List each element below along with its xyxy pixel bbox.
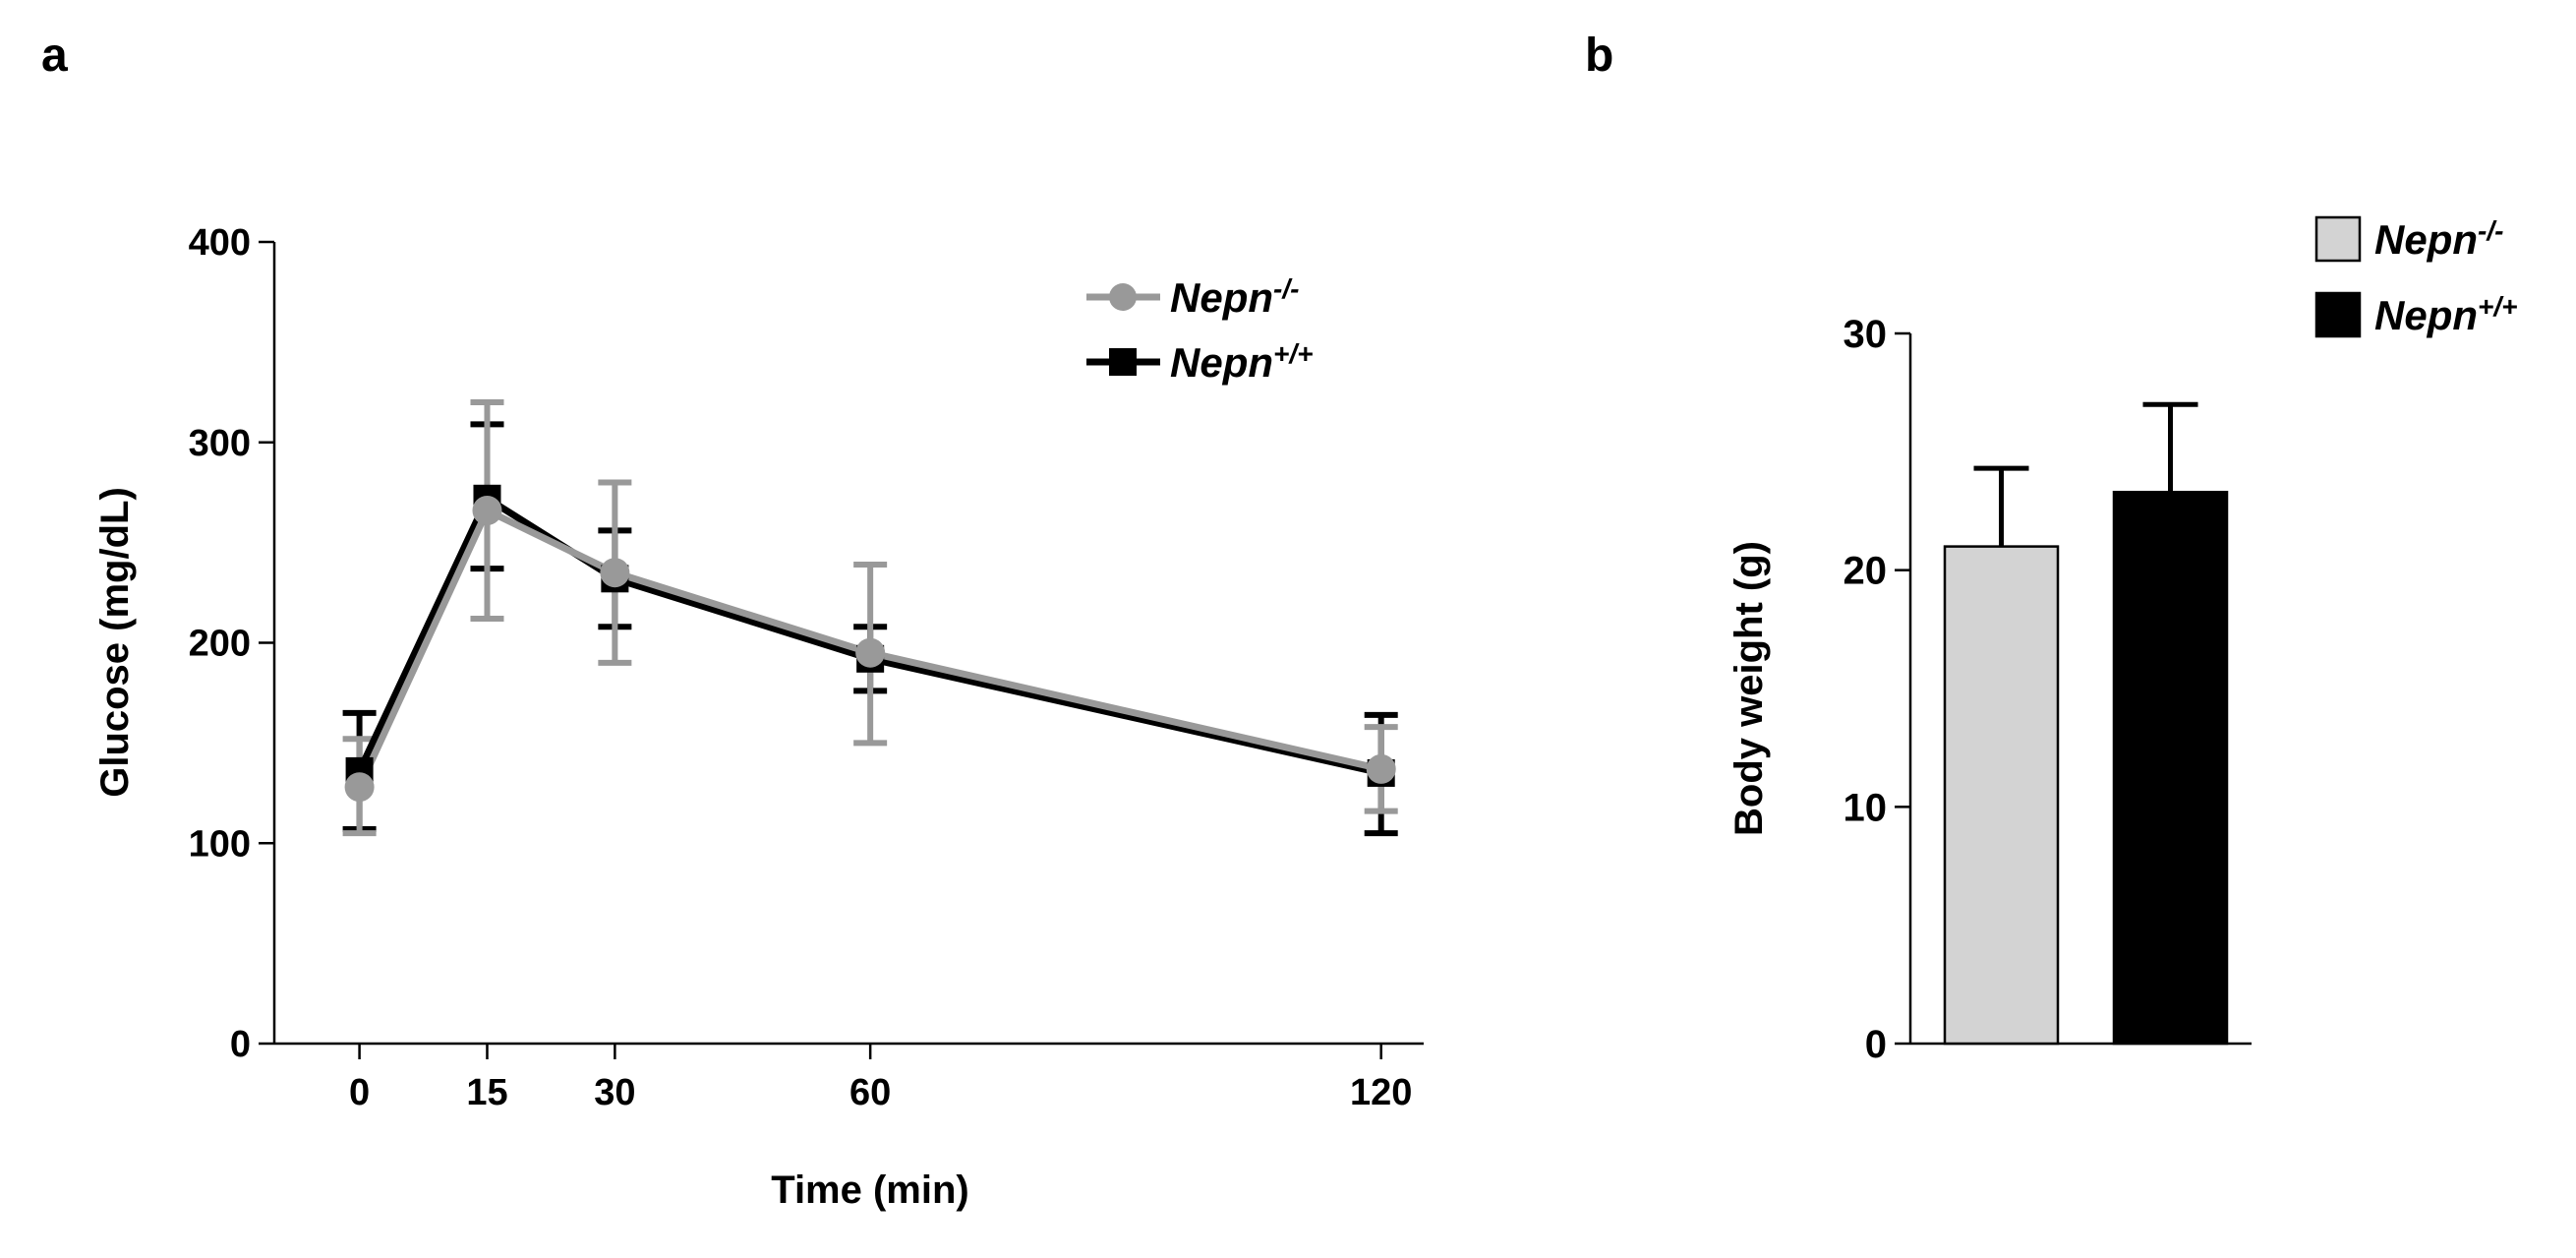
y-tick-label: 0 [230, 1024, 251, 1065]
y-tick-label: 10 [1844, 786, 1888, 829]
y-tick-label: 20 [1844, 550, 1888, 593]
legend-swatch [2314, 215, 2362, 263]
data-point [1366, 753, 1396, 784]
y-tick-label: 400 [189, 222, 251, 264]
y-tick-label: 30 [1844, 313, 1888, 356]
y-tick-label: 200 [189, 624, 251, 665]
bar [1943, 545, 2060, 1046]
x-tick-label: 15 [466, 1072, 507, 1113]
panel-b-label: b [1585, 30, 1613, 82]
legend-label: Nepn+/+ [2374, 291, 2517, 338]
panel-a-label: a [41, 30, 68, 82]
y-tick-label: 100 [189, 823, 251, 865]
legend-marker [1109, 348, 1137, 376]
x-tick-label: 120 [1350, 1072, 1412, 1113]
legend-label: Nepn+/+ [1170, 338, 1313, 386]
body-weight-bar-chart: 0 10 20 30 Nepn-/- Nepn+/+ Body weight (g) [1727, 215, 2517, 1066]
y-axis-title: Body weight (g) [1727, 541, 1771, 836]
data-point [855, 637, 886, 668]
y-axis-title: Glucose (mg/dL) [93, 487, 137, 798]
x-tick-label: 60 [849, 1072, 891, 1113]
data-point [600, 558, 630, 588]
data-point [344, 772, 375, 803]
y-tick-label: 0 [1865, 1023, 1887, 1066]
y-tick-label: 300 [189, 423, 251, 464]
legend-label: Nepn-/- [2374, 215, 2503, 263]
x-axis-title: Time (min) [771, 1168, 969, 1212]
legend-swatch [2314, 291, 2362, 338]
x-tick-label: 30 [594, 1072, 635, 1113]
data-point [472, 496, 502, 526]
bar [2112, 490, 2229, 1046]
legend-marker [1109, 283, 1137, 311]
x-tick-label: 0 [349, 1072, 370, 1113]
legend-label: Nepn-/- [1170, 273, 1299, 321]
